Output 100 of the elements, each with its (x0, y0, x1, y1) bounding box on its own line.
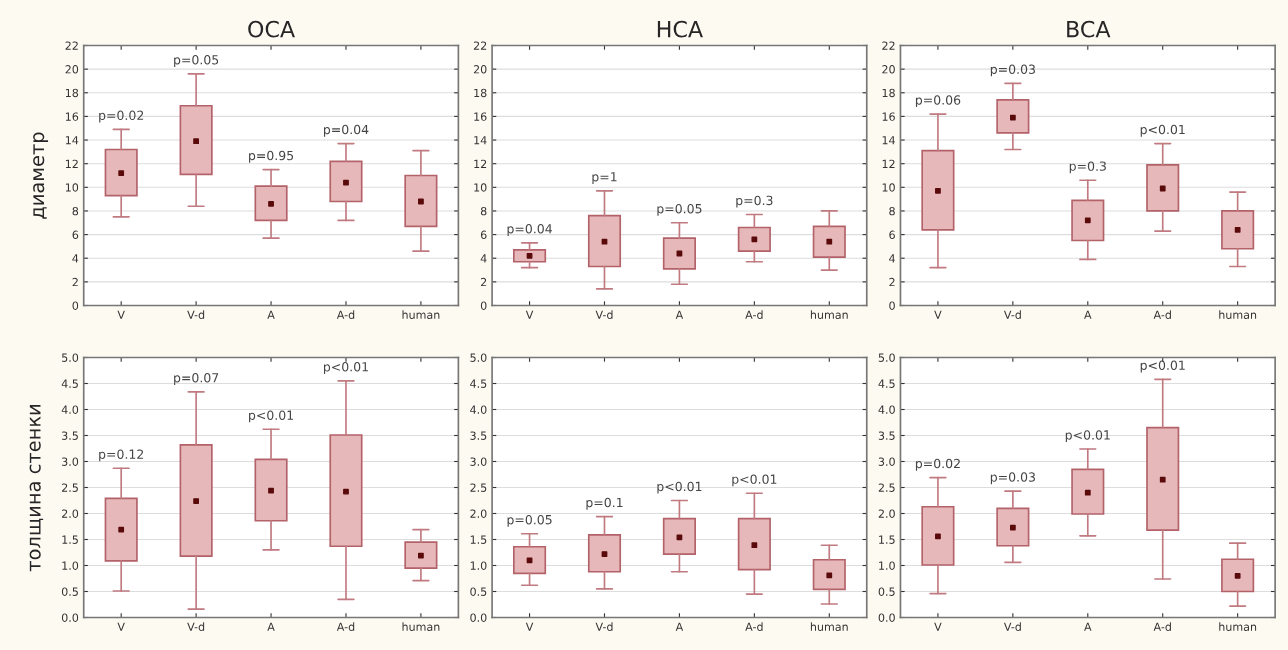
x-tick-label: A-d (745, 310, 763, 319)
annotation: p<0.01 (1140, 124, 1185, 137)
annotation: p=0.02 (99, 110, 144, 123)
x-tick-label: A-d (336, 310, 355, 319)
y-tick-label: 4 (480, 254, 487, 263)
x-tick-label: human (1219, 622, 1257, 631)
y-tick-label: 1.5 (470, 535, 487, 544)
y-tick-label: 4.5 (878, 379, 895, 388)
y-tick-label: 0 (72, 301, 79, 310)
y-tick-label: 2.0 (62, 509, 79, 518)
annotation: p<0.01 (249, 410, 294, 423)
x-tick-label: human (810, 622, 848, 631)
y-tick-label: 18 (882, 88, 895, 98)
annotation: p=1 (592, 172, 617, 184)
y-tick-label: 2 (72, 277, 78, 287)
y-tick-label: 2.5 (878, 483, 895, 492)
y-tick-label: 2.5 (62, 483, 78, 492)
y-tick-label: 1.0 (62, 561, 79, 570)
y-tick-label: 4 (72, 254, 79, 263)
y-tick-label: 16 (474, 112, 487, 121)
y-tick-label: 4.0 (61, 405, 79, 414)
y-tick-label: 22 (882, 41, 895, 50)
x-tick-label: V-d (187, 622, 205, 631)
y-tick-label: 10 (474, 183, 487, 192)
x-tick-label: V (117, 310, 125, 319)
y-tick-label: 3.0 (878, 457, 895, 466)
y-tick-label: 6 (480, 230, 487, 239)
x-tick-label: A (267, 622, 275, 631)
y-tick-label: 0.0 (878, 613, 895, 622)
y-tick-label: 0 (480, 301, 487, 310)
x-tick-label: V (934, 622, 942, 631)
annotation: p<0.01 (1140, 360, 1185, 373)
y-tick-label: 3.0 (470, 457, 487, 466)
x-tick-label: A-d (1153, 622, 1171, 631)
y-tick-label: 4.5 (61, 379, 78, 388)
y-tick-label: 16 (65, 112, 79, 121)
chart-title: BCA (1067, 20, 1111, 38)
annotation: p=0.03 (990, 64, 1035, 77)
annotation: p=0.06 (915, 95, 961, 108)
y-tick-label: 10 (65, 183, 79, 192)
y-tick-label: 0.5 (878, 587, 895, 596)
y-tick-label: 0 (889, 301, 895, 310)
x-tick-label: A (267, 310, 275, 319)
y-tick-label: 3.0 (62, 457, 79, 466)
y-tick-label: 2 (480, 277, 487, 287)
annotation: p=0.1 (586, 497, 623, 510)
annotation: p<0.01 (657, 481, 702, 494)
y-tick-label: 1.5 (879, 535, 895, 544)
y-tick-label: 3.5 (62, 431, 78, 440)
annotation: p<0.01 (1065, 430, 1110, 443)
y-tick-label: 5.0 (470, 353, 487, 362)
annotation: p<0.01 (732, 474, 777, 487)
y-tick-label: 2.5 (470, 483, 487, 492)
y-tick-label: 2 (889, 277, 895, 287)
x-tick-label: A (1084, 622, 1092, 631)
y-tick-label: 2.0 (470, 509, 487, 518)
x-tick-label: human (402, 310, 440, 319)
y-tick-label: 12 (65, 159, 78, 168)
y-tick-label: 0.0 (470, 613, 487, 622)
y-tick-label: 22 (65, 41, 78, 50)
y-tick-label: 3.5 (878, 431, 895, 440)
y-tick-label: 14 (474, 136, 487, 145)
y-axis-title: диаметр (33, 132, 49, 219)
y-tick-label: 12 (882, 159, 895, 168)
annotation: p=0.05 (174, 55, 219, 67)
x-tick-label: V-d (595, 310, 613, 319)
y-tick-label: 4.5 (470, 379, 487, 388)
annotation: p=0.95 (249, 150, 294, 163)
y-tick-label: 4.0 (878, 405, 895, 414)
y-tick-label: 8 (889, 206, 895, 216)
annotation: p=0.05 (657, 203, 702, 216)
annotation: p=0.04 (507, 224, 552, 236)
annotation: p=0.05 (507, 514, 552, 527)
y-tick-label: 14 (65, 136, 79, 145)
y-tick-label: 5.0 (62, 353, 79, 362)
x-tick-label: V-d (1003, 310, 1021, 319)
y-tick-label: 18 (65, 88, 79, 98)
annotation: p=0.12 (99, 449, 144, 462)
y-tick-label: 4 (889, 254, 895, 263)
y-tick-label: 14 (882, 136, 895, 145)
y-axis-title: толщина стенки (29, 405, 44, 572)
annotation: p=0.3 (736, 195, 773, 208)
x-tick-label: A-d (745, 622, 763, 631)
y-tick-label: 20 (882, 65, 895, 74)
y-tick-label: 4.0 (470, 405, 487, 414)
x-tick-label: A-d (336, 622, 355, 631)
y-tick-label: 22 (473, 41, 487, 50)
y-tick-label: 1.0 (879, 561, 895, 570)
x-tick-label: human (1219, 310, 1257, 319)
y-tick-label: 16 (882, 112, 895, 121)
y-tick-label: 0.5 (61, 587, 78, 596)
x-tick-label: V (525, 622, 534, 631)
x-tick-label: A (1084, 310, 1092, 319)
y-tick-label: 0.5 (470, 587, 487, 596)
x-tick-label: A (675, 622, 684, 631)
y-tick-label: 8 (480, 206, 487, 216)
y-tick-label: 10 (882, 183, 895, 192)
x-tick-label: human (402, 622, 440, 631)
x-tick-label: A (675, 310, 684, 319)
chart-title: HCA (657, 20, 703, 38)
